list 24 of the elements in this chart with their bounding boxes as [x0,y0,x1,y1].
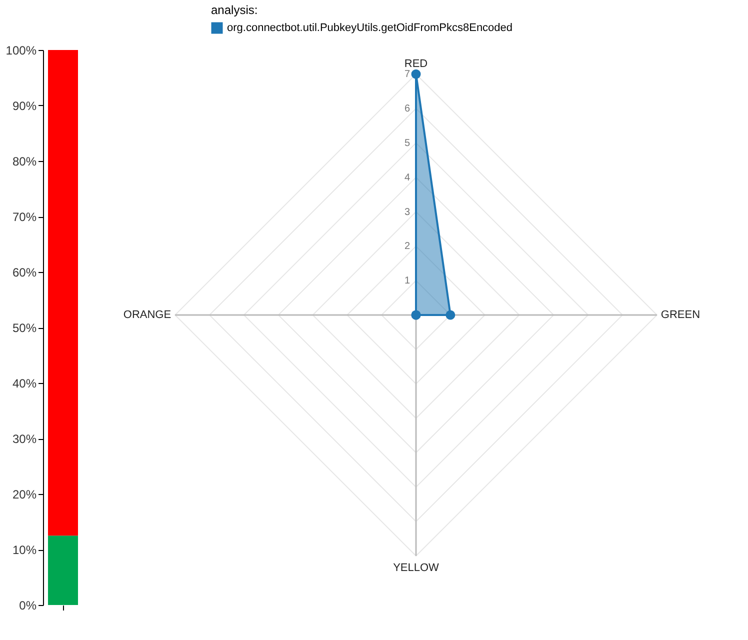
y-tick-label: 5 [404,138,410,149]
y-tick-label: 2 [404,241,410,252]
y-tick-label: 100% [6,44,37,58]
y-tick-label: 0% [19,598,37,612]
y-tick-label: 1 [404,276,410,287]
spoke-label: ORANGE [123,309,172,321]
spoke-label: GREEN [660,309,700,321]
spoke-label: RED [404,58,428,70]
y-tick-label: 7 [404,69,410,80]
spoke-label: YELLOW [393,562,440,574]
y-tick-label: 3 [404,206,410,218]
y-tick-label: 70% [12,210,37,224]
y-tick-label: 30% [12,432,37,446]
y-tick-label: 20% [12,488,37,502]
legend-label: org.connectbot.util.PubkeyUtils.getOidFromPkcs8Encoded [227,22,513,34]
legend-title: analysis: [211,3,258,17]
y-tick-label: 50% [12,321,37,335]
y-tick-label: 40% [12,376,37,390]
y-tick-label: 4 [404,172,410,184]
y-tick-label: 6 [404,104,410,115]
y-tick-label: 10% [12,543,37,557]
y-tick-label: 80% [12,154,37,168]
y-tick-label: 90% [12,99,37,113]
y-tick-label: 60% [12,266,37,280]
